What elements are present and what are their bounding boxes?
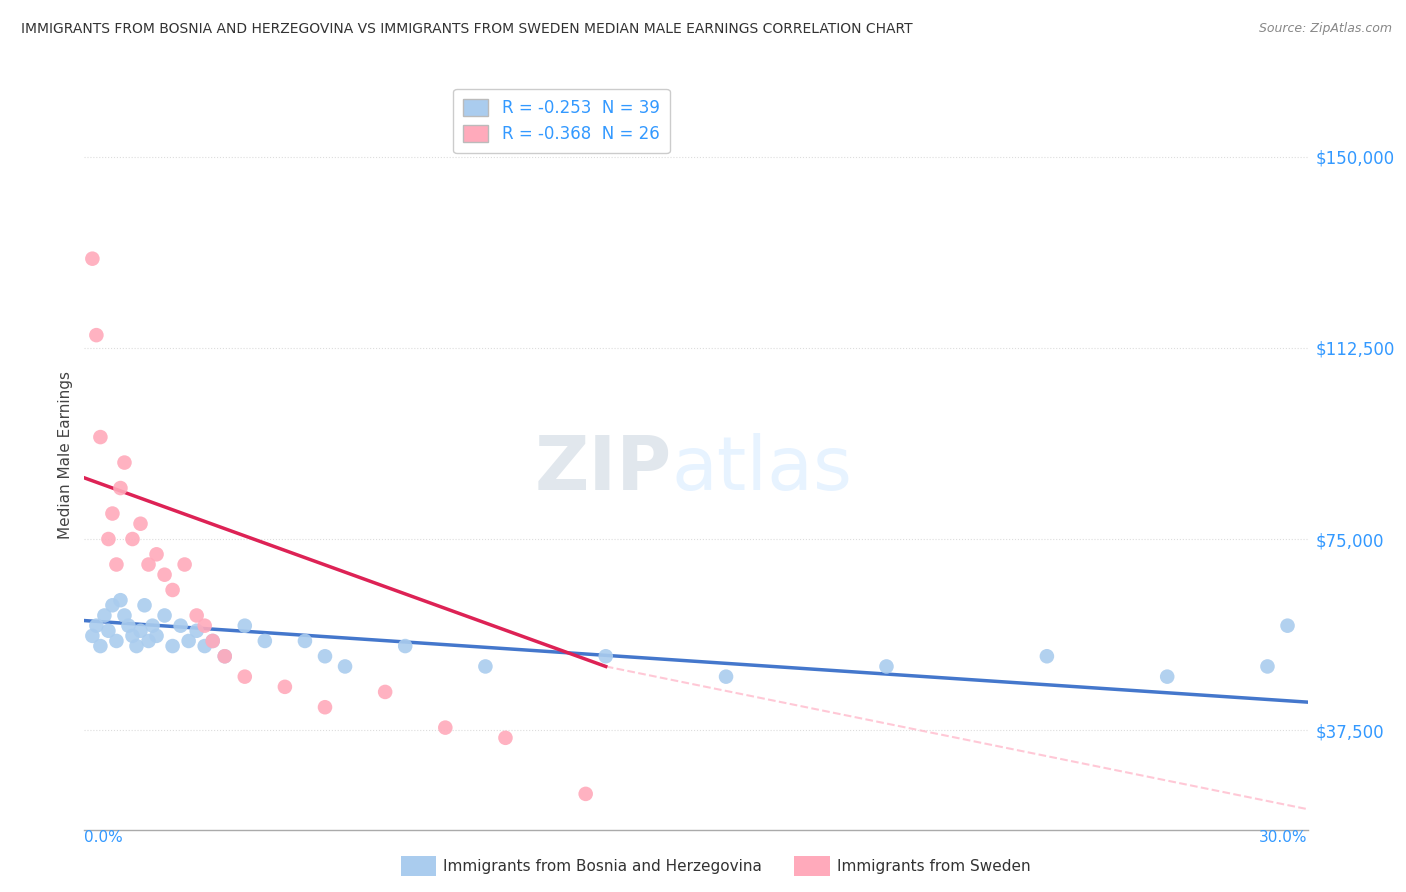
Point (214, 649, 236, 664)
Point (201, 634, 224, 648)
Text: IMMIGRANTS FROM BOSNIA AND HERZEGOVINA VS IMMIGRANTS FROM SWEDEN MEDIAN MALE EAR: IMMIGRANTS FROM BOSNIA AND HERZEGOVINA V… (21, 22, 912, 37)
Point (125, 639, 148, 653)
Point (121, 629, 143, 643)
Point (117, 618, 139, 632)
Point (1277, 618, 1299, 632)
Text: 30.0%: 30.0% (1260, 830, 1308, 845)
Point (177, 634, 200, 648)
Point (186, 624, 208, 638)
Point (194, 639, 217, 653)
Point (162, 582, 184, 597)
Point (314, 649, 336, 664)
Point (138, 634, 160, 648)
Point (595, 649, 617, 664)
Point (121, 532, 143, 546)
Point (434, 721, 457, 735)
Text: Source: ZipAtlas.com: Source: ZipAtlas.com (1258, 22, 1392, 36)
Text: ZIP: ZIP (534, 434, 672, 507)
Point (169, 618, 191, 632)
Point (110, 481, 132, 495)
Point (105, 634, 128, 648)
Point (145, 547, 167, 561)
Point (110, 593, 132, 607)
Point (194, 618, 217, 632)
Point (374, 685, 396, 699)
Point (101, 599, 124, 613)
Point (495, 731, 517, 745)
Point (129, 516, 152, 531)
Point (138, 558, 160, 572)
Legend: R = -0.253  N = 39, R = -0.368  N = 26: R = -0.253 N = 39, R = -0.368 N = 26 (453, 88, 669, 153)
Point (186, 608, 208, 623)
Point (105, 558, 128, 572)
Point (114, 608, 136, 623)
Point (173, 558, 195, 572)
Point (575, 787, 598, 801)
Point (114, 456, 136, 470)
Point (1156, 670, 1178, 684)
Point (153, 567, 176, 582)
Point (333, 659, 356, 673)
Point (233, 618, 256, 632)
Point (93, 608, 115, 623)
Point (274, 680, 297, 694)
Point (714, 670, 737, 684)
Text: Immigrants from Bosnia and Herzegovina: Immigrants from Bosnia and Herzegovina (443, 859, 762, 873)
Point (875, 659, 897, 673)
Point (101, 507, 124, 521)
Point (1036, 649, 1059, 664)
Point (86, 328, 108, 343)
Point (314, 700, 336, 714)
Point (214, 649, 236, 664)
Point (253, 634, 276, 648)
Point (201, 634, 224, 648)
Point (86, 618, 108, 632)
Y-axis label: Median Male Earnings: Median Male Earnings (58, 371, 73, 539)
Point (89, 430, 111, 444)
Text: Immigrants from Sweden: Immigrants from Sweden (837, 859, 1031, 873)
Point (129, 624, 152, 638)
Point (89, 639, 111, 653)
Point (97, 532, 120, 546)
Point (134, 599, 156, 613)
Text: atlas: atlas (672, 434, 852, 507)
Point (82, 629, 104, 643)
Point (82, 252, 104, 266)
Point (153, 608, 176, 623)
Point (233, 670, 256, 684)
Text: 0.0%: 0.0% (84, 830, 124, 845)
Point (162, 639, 184, 653)
Point (1256, 659, 1278, 673)
Point (474, 659, 496, 673)
Point (141, 618, 163, 632)
Point (394, 639, 416, 653)
Point (145, 629, 167, 643)
Point (294, 634, 316, 648)
Point (97, 624, 120, 638)
